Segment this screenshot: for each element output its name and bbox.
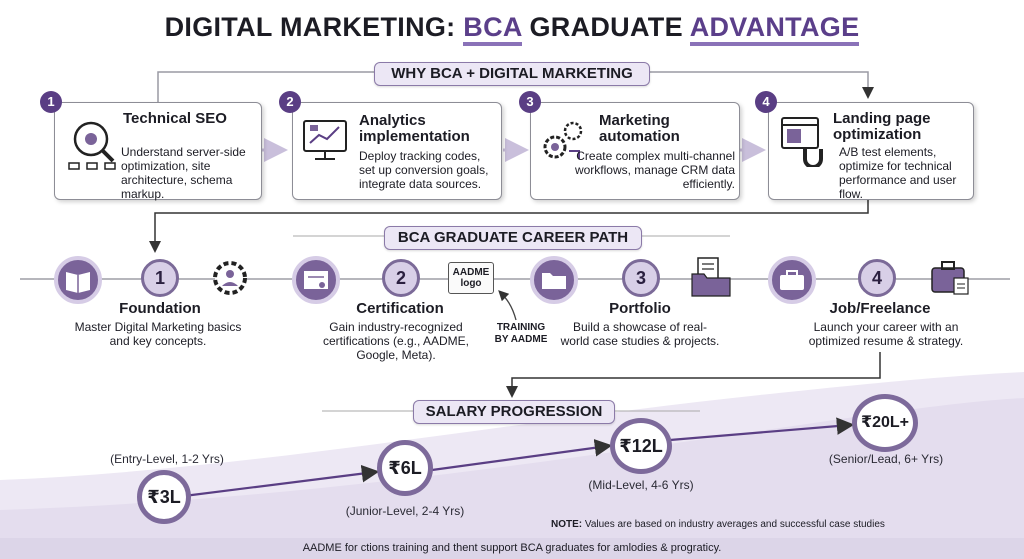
career-step-text: Build a showcase of real-world case stud… [560,320,720,348]
career-step-number: 4 [858,259,896,297]
aadme-logo-line: AADME [452,267,490,278]
skill-text: Create complex multi-channel workflows, … [574,149,735,191]
salary-level-label: (Junior-Level, 2-4 Yrs) [345,504,465,518]
gear-person-icon [213,261,247,295]
career-step-text: Master Digital Marketing basics and key … [74,320,242,348]
career-step-title: Foundation [119,300,201,317]
career-step-title: Portfolio [609,300,671,317]
skill-number-badge: 1 [40,91,62,113]
skill-text: Deploy tracking codes, set up conversion… [359,149,489,191]
skill-title: Landing page optimization [833,110,931,143]
career-banner: BCA GRADUATE CAREER PATH [384,226,642,250]
skill-title: Marketing automation [599,112,680,145]
folder-icon [530,256,578,304]
automation-gears-icon [543,121,583,159]
salary-value-circle: ₹3L [137,470,191,524]
skill-number-badge: 4 [755,91,777,113]
skill-title: Technical SEO [123,110,227,127]
aadme-logo-badge: AADME logo [448,262,494,294]
skill-card-technical-seo: Technical SEO Understand server-side opt… [54,102,262,201]
skill-number-badge: 2 [279,91,301,113]
skill-text: A/B test elements, optimize for technica… [839,145,957,201]
salary-value-circle: ₹20L+ [852,394,918,452]
footer-bar: AADME for ctions training and thent supp… [0,538,1024,559]
career-step-title: Certification [356,300,444,317]
career-step-title: Job/Freelance [829,300,931,317]
why-banner: WHY BCA + DIGITAL MARKETING [374,62,650,86]
skill-card-marketing-automation: Marketing automation Create complex mult… [530,102,740,200]
salary-value-circle: ₹12L [610,418,672,474]
training-label-line: BY AADME [494,334,548,345]
footnote-label: NOTE: [551,519,583,530]
salary-banner: SALARY PROGRESSION [413,400,615,424]
certificate-icon [292,256,340,304]
skill-text: Understand server-side optimization, sit… [121,145,246,201]
career-step-text: Launch your career with an optimized res… [808,320,964,348]
career-step-number: 1 [141,259,179,297]
salary-level-label: (Senior/Lead, 6+ Yrs) [828,452,944,466]
career-step-number: 2 [382,259,420,297]
analytics-monitor-icon [303,120,347,160]
skill-card-analytics: Analytics implementation Deploy tracking… [292,102,502,200]
skill-title: Analytics implementation [359,112,470,145]
aadme-logo-line: logo [460,278,482,289]
career-step-number: 3 [622,259,660,297]
landing-page-magnet-icon [781,117,823,167]
seo-gear-magnifier-icon [68,121,116,170]
footnote-text: Values are based on industry averages an… [582,519,885,530]
training-label: TRAINING BY AADME [490,322,552,346]
training-label-line: TRAINING [496,322,546,333]
salary-level-label: (Mid-Level, 4-6 Yrs) [588,478,694,492]
book-icon [54,256,102,304]
career-step-text: Gain industry-recognized certifications … [322,320,470,362]
salary-level-label: (Entry-Level, 1-2 Yrs) [110,452,224,466]
briefcase-icon [768,256,816,304]
skill-card-landing-page: Landing page optimization A/B test eleme… [768,102,974,201]
document-folder-icon [691,257,731,297]
skill-number-badge: 3 [519,91,541,113]
footnote: NOTE: Values are based on industry avera… [551,519,1021,530]
briefcase-resume-icon [931,261,969,295]
page-title: DIGITAL MARKETING: BCA GRADUATE ADVANTAG… [0,12,1024,46]
salary-value-circle: ₹6L [377,440,433,496]
